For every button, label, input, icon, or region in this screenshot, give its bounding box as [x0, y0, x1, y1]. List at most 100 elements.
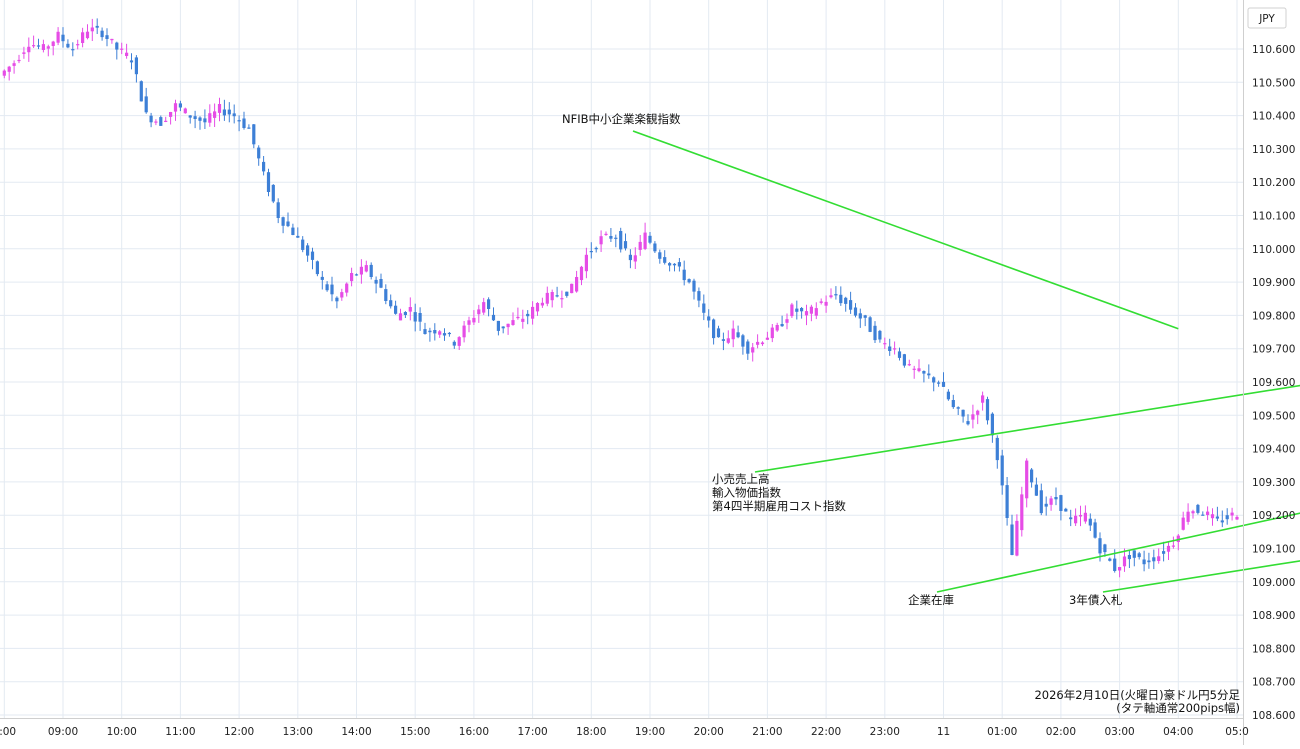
candle-body — [937, 382, 941, 384]
candle-body — [27, 46, 31, 53]
candle-body — [61, 34, 65, 42]
time-tick-label: 04:00 — [1163, 726, 1193, 738]
candle-body — [878, 330, 882, 340]
candle-body — [633, 255, 637, 262]
candle-body — [257, 147, 261, 159]
candle-body — [687, 279, 691, 283]
candle-body — [790, 304, 794, 317]
candle-body — [1118, 567, 1122, 571]
candle-body — [623, 241, 628, 249]
candle-body — [2, 70, 6, 76]
candle-body — [247, 127, 251, 129]
candle-body — [702, 303, 706, 313]
candle-body — [188, 115, 192, 118]
time-tick-label: 15:00 — [400, 726, 430, 738]
annotation-label: 小売売上高 — [712, 472, 770, 486]
price-tick-label: 109.100 — [1252, 544, 1295, 556]
candle-body — [1098, 538, 1102, 554]
candle-body — [721, 339, 725, 341]
candle-body — [858, 313, 862, 319]
candle-body — [839, 294, 843, 304]
grid-layer — [0, 0, 1243, 718]
candle-body — [560, 298, 564, 300]
time-tick-label: 05:0 — [1225, 726, 1249, 738]
candle-body — [105, 35, 109, 39]
candle-body — [301, 239, 305, 250]
candle-body — [565, 291, 569, 296]
chart-caption-line2: (タテ軸通常200pips幅) — [1116, 701, 1240, 715]
candle-body — [1132, 550, 1136, 558]
candle-body — [120, 48, 124, 50]
price-tick-label: 109.900 — [1252, 277, 1295, 289]
candle-body — [824, 301, 828, 306]
candle-body — [692, 280, 696, 292]
time-tick-label: 01:00 — [987, 726, 1017, 738]
candle-body — [359, 266, 363, 275]
price-tick-label: 109.000 — [1252, 577, 1295, 589]
time-tick-label: 11 — [937, 726, 950, 738]
candle-body — [819, 301, 823, 303]
candle-body — [1220, 520, 1224, 523]
candle-body — [125, 52, 129, 56]
price-tick-label: 109.300 — [1252, 477, 1295, 489]
candle-body — [350, 273, 354, 282]
candle-body — [1162, 551, 1166, 554]
candle-body — [335, 297, 339, 302]
candle-body — [521, 318, 525, 322]
candle-body — [178, 103, 182, 108]
candle-body — [643, 232, 647, 249]
annotation-label: 輸入物価指数 — [712, 486, 781, 500]
candle-body — [418, 313, 422, 322]
candle-body — [56, 31, 60, 43]
annotation-label: 第4四半期雇用コスト指数 — [712, 499, 846, 513]
candle-body — [917, 368, 921, 372]
candle-body — [232, 113, 236, 117]
candle-body — [780, 324, 784, 327]
candle-body — [961, 409, 965, 417]
candle-body — [286, 221, 290, 227]
time-tick-label: 20:00 — [694, 726, 724, 738]
candle-body — [995, 437, 999, 461]
candle-body — [1083, 512, 1087, 522]
candle-body — [902, 354, 906, 366]
candle-body — [36, 45, 41, 47]
candle-body — [213, 111, 217, 118]
candle-body — [658, 252, 662, 259]
price-tick-label: 108.700 — [1252, 677, 1295, 689]
candle-body — [677, 262, 681, 267]
price-tick-label: 109.800 — [1252, 310, 1295, 322]
candle-body — [922, 371, 926, 374]
candle-body — [95, 25, 99, 28]
candle-body — [785, 319, 789, 323]
price-tick-label: 110.400 — [1252, 111, 1295, 123]
candle-body — [589, 251, 593, 253]
candle-body — [604, 233, 608, 235]
candle-body — [487, 299, 491, 309]
candle-body — [17, 59, 21, 62]
candle-body — [1069, 517, 1073, 520]
candle-body — [374, 279, 378, 284]
candle-body — [164, 120, 168, 122]
price-tick-label: 110.200 — [1252, 177, 1295, 189]
candle-body — [506, 323, 510, 328]
candle-body — [907, 364, 911, 366]
candle-body — [712, 319, 716, 339]
candle-body — [653, 243, 657, 252]
candle-body — [169, 112, 173, 117]
candle-body — [863, 315, 867, 318]
candle-body — [1201, 514, 1205, 516]
price-tick-label: 109.400 — [1252, 444, 1295, 456]
candle-body — [1103, 544, 1107, 553]
candle-body — [330, 284, 334, 295]
candle-body — [1088, 518, 1092, 526]
candle-body — [834, 294, 838, 296]
candle-body — [888, 346, 892, 351]
candle-body — [619, 231, 623, 250]
candle-body — [932, 377, 936, 383]
candle-body — [731, 328, 735, 340]
candle-body — [1225, 515, 1229, 520]
currency-label: JPY — [1258, 13, 1275, 25]
candle-body — [408, 307, 412, 312]
candle-body — [1186, 511, 1190, 522]
